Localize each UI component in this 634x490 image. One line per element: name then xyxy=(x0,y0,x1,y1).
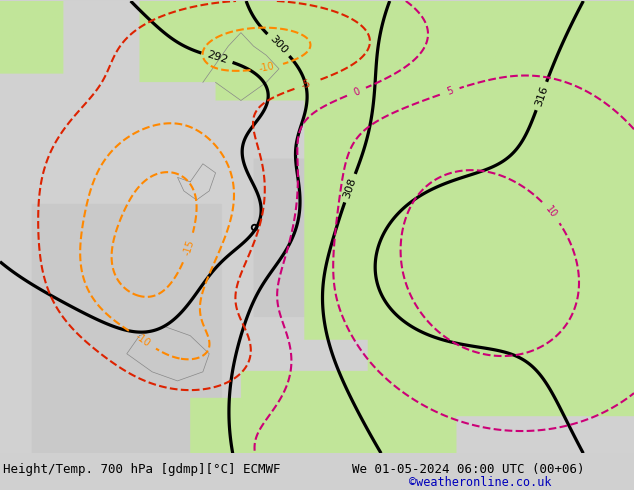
Text: 316: 316 xyxy=(533,84,550,107)
Text: 0: 0 xyxy=(352,86,361,98)
Text: 292: 292 xyxy=(205,49,229,66)
Text: 5: 5 xyxy=(445,86,455,97)
Text: ©weatheronline.co.uk: ©weatheronline.co.uk xyxy=(409,476,552,489)
Text: -10: -10 xyxy=(258,61,276,74)
Text: 10: 10 xyxy=(544,204,559,220)
Text: -15: -15 xyxy=(181,239,196,257)
Text: -10: -10 xyxy=(133,331,152,348)
Text: 300: 300 xyxy=(268,34,289,56)
Text: 308: 308 xyxy=(342,176,358,200)
Text: -5: -5 xyxy=(300,78,313,91)
Text: We 01-05-2024 06:00 UTC (00+06): We 01-05-2024 06:00 UTC (00+06) xyxy=(352,463,585,476)
Text: Height/Temp. 700 hPa [gdmp][°C] ECMWF: Height/Temp. 700 hPa [gdmp][°C] ECMWF xyxy=(3,463,281,476)
